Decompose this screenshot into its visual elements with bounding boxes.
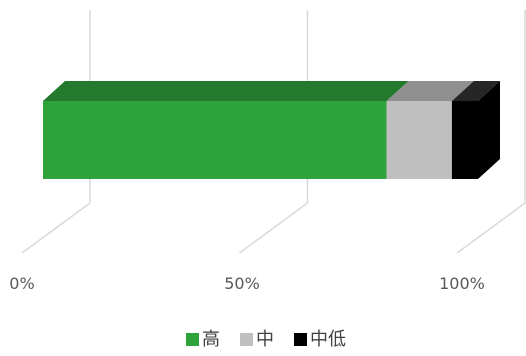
- floor-gridline: [239, 202, 308, 254]
- bar-segment-中: [386, 101, 452, 179]
- legend-swatch-中: [240, 333, 253, 346]
- floor-gridline: [456, 202, 526, 254]
- legend-label-中: 中: [256, 329, 274, 350]
- tick-label: 100%: [439, 274, 485, 293]
- bar-top-高: [43, 81, 409, 101]
- legend-label-高: 高: [202, 329, 220, 350]
- legend-swatch-中低: [294, 333, 307, 346]
- legend-swatch-高: [186, 333, 199, 346]
- legend-label-中低: 中低: [310, 329, 346, 350]
- bar-top-中: [386, 81, 474, 101]
- x-axis-ticks: 0% 50% 100%: [9, 274, 485, 293]
- bar-segment-高: [43, 101, 387, 179]
- bar-top-中低: [451, 81, 500, 101]
- bar-group: [43, 81, 500, 179]
- bar-side: [478, 81, 500, 179]
- floor-gridline: [21, 202, 91, 254]
- tick-label: 50%: [224, 274, 260, 293]
- tick-label: 0%: [9, 274, 34, 293]
- bar-segment-中低: [451, 101, 478, 179]
- legend: 高 中 中低: [186, 329, 346, 350]
